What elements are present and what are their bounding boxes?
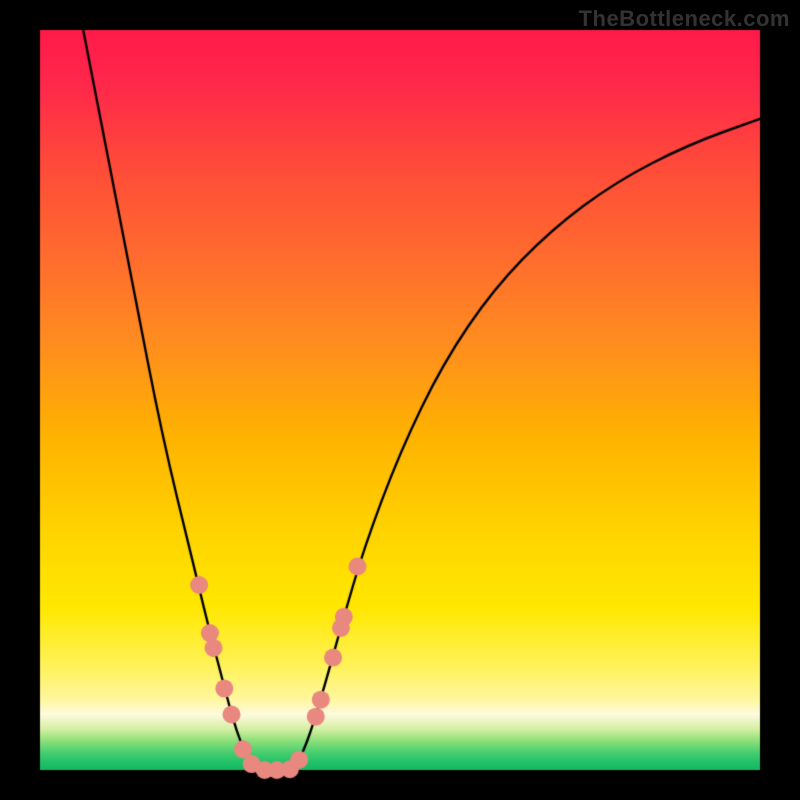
watermark-label: TheBottleneck.com bbox=[579, 6, 790, 32]
bottleneck-chart-canvas bbox=[0, 0, 800, 800]
chart-stage: TheBottleneck.com bbox=[0, 0, 800, 800]
